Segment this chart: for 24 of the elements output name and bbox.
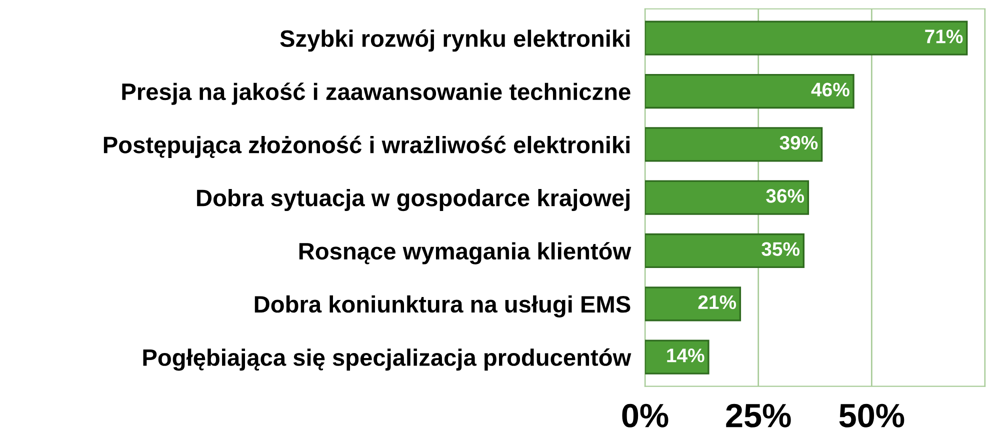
bar: [645, 286, 742, 322]
y-tick-label: Pogłębiająca się specjalizacja producentów: [143, 348, 632, 371]
data-label: 21%: [698, 295, 736, 310]
bar: [645, 20, 968, 56]
data-label: 35%: [762, 242, 800, 256]
bar: [645, 340, 710, 374]
data-label: 39%: [780, 136, 818, 150]
data-label: 14%: [667, 348, 704, 362]
data-label: 71%: [925, 30, 963, 44]
bar: [645, 127, 823, 162]
x-tick-label: 25%: [726, 404, 791, 428]
y-tick-label: Dobra koniunktura na usługi EMS: [254, 295, 630, 318]
data-label: 46%: [811, 82, 850, 96]
y-tick-label: Szybki rozwój rynku elektroniki: [280, 29, 630, 52]
y-tick-label: Presja na jakość i zaawansowanie techniczne: [122, 82, 630, 105]
y-tick-label: Rosnące wymagania klientów: [299, 242, 632, 264]
x-tick-label: 0%: [622, 404, 668, 428]
y-tick-label: Dobra sytuacja w gospodarce krajowej: [197, 189, 630, 212]
x-tick-label: 50%: [839, 404, 904, 428]
bar: [645, 74, 854, 109]
bar: [645, 233, 804, 268]
data-label: 36%: [766, 189, 804, 203]
y-tick-label: Postępująca złożoność i wrażliwość elektroniki: [104, 136, 630, 158]
bar: [645, 180, 810, 215]
